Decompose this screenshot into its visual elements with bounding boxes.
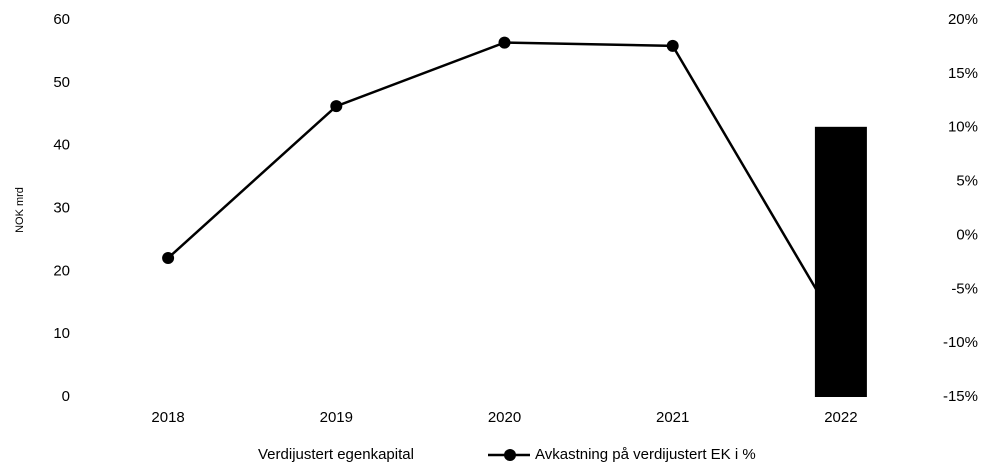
x-tick-label: 2019 xyxy=(320,409,353,426)
y-tick-label: 10 xyxy=(53,325,70,342)
line-point xyxy=(666,39,679,52)
line-point xyxy=(330,100,343,113)
x-tick-label: 2020 xyxy=(488,409,521,426)
y2-tick-label: 10% xyxy=(948,119,978,136)
y-tick-label: 0 xyxy=(62,388,70,405)
y2-tick-label: 15% xyxy=(948,65,978,82)
x-tick-label: 2022 xyxy=(824,409,857,426)
x-tick-label: 2021 xyxy=(656,409,689,426)
y2-tick-label: 5% xyxy=(956,173,978,190)
y2-tick-label: -5% xyxy=(951,280,978,297)
line xyxy=(167,41,842,332)
legend-label: Avkastning på verdijustert EK i % xyxy=(535,446,756,463)
y2-tick-label: 20% xyxy=(948,11,978,28)
legend-label: Verdijustert egenkapital xyxy=(258,446,414,463)
y-tick-label: 40 xyxy=(53,137,70,154)
line-point xyxy=(498,36,511,49)
y-tick-label: 60 xyxy=(53,11,70,28)
y-tick-label: 50 xyxy=(53,74,70,91)
y-tick-label: 20 xyxy=(53,262,70,279)
y2-tick-label: -15% xyxy=(943,388,978,405)
legend-swatch xyxy=(504,449,516,461)
y-tick-label: 30 xyxy=(53,199,70,216)
y2-tick-label: -10% xyxy=(943,334,978,351)
line-point xyxy=(162,252,175,265)
bar xyxy=(814,126,867,398)
y2-tick-label: 0% xyxy=(956,226,978,243)
x-tick-label: 2018 xyxy=(151,409,184,426)
y-axis-label: NOK mrd xyxy=(14,187,26,233)
